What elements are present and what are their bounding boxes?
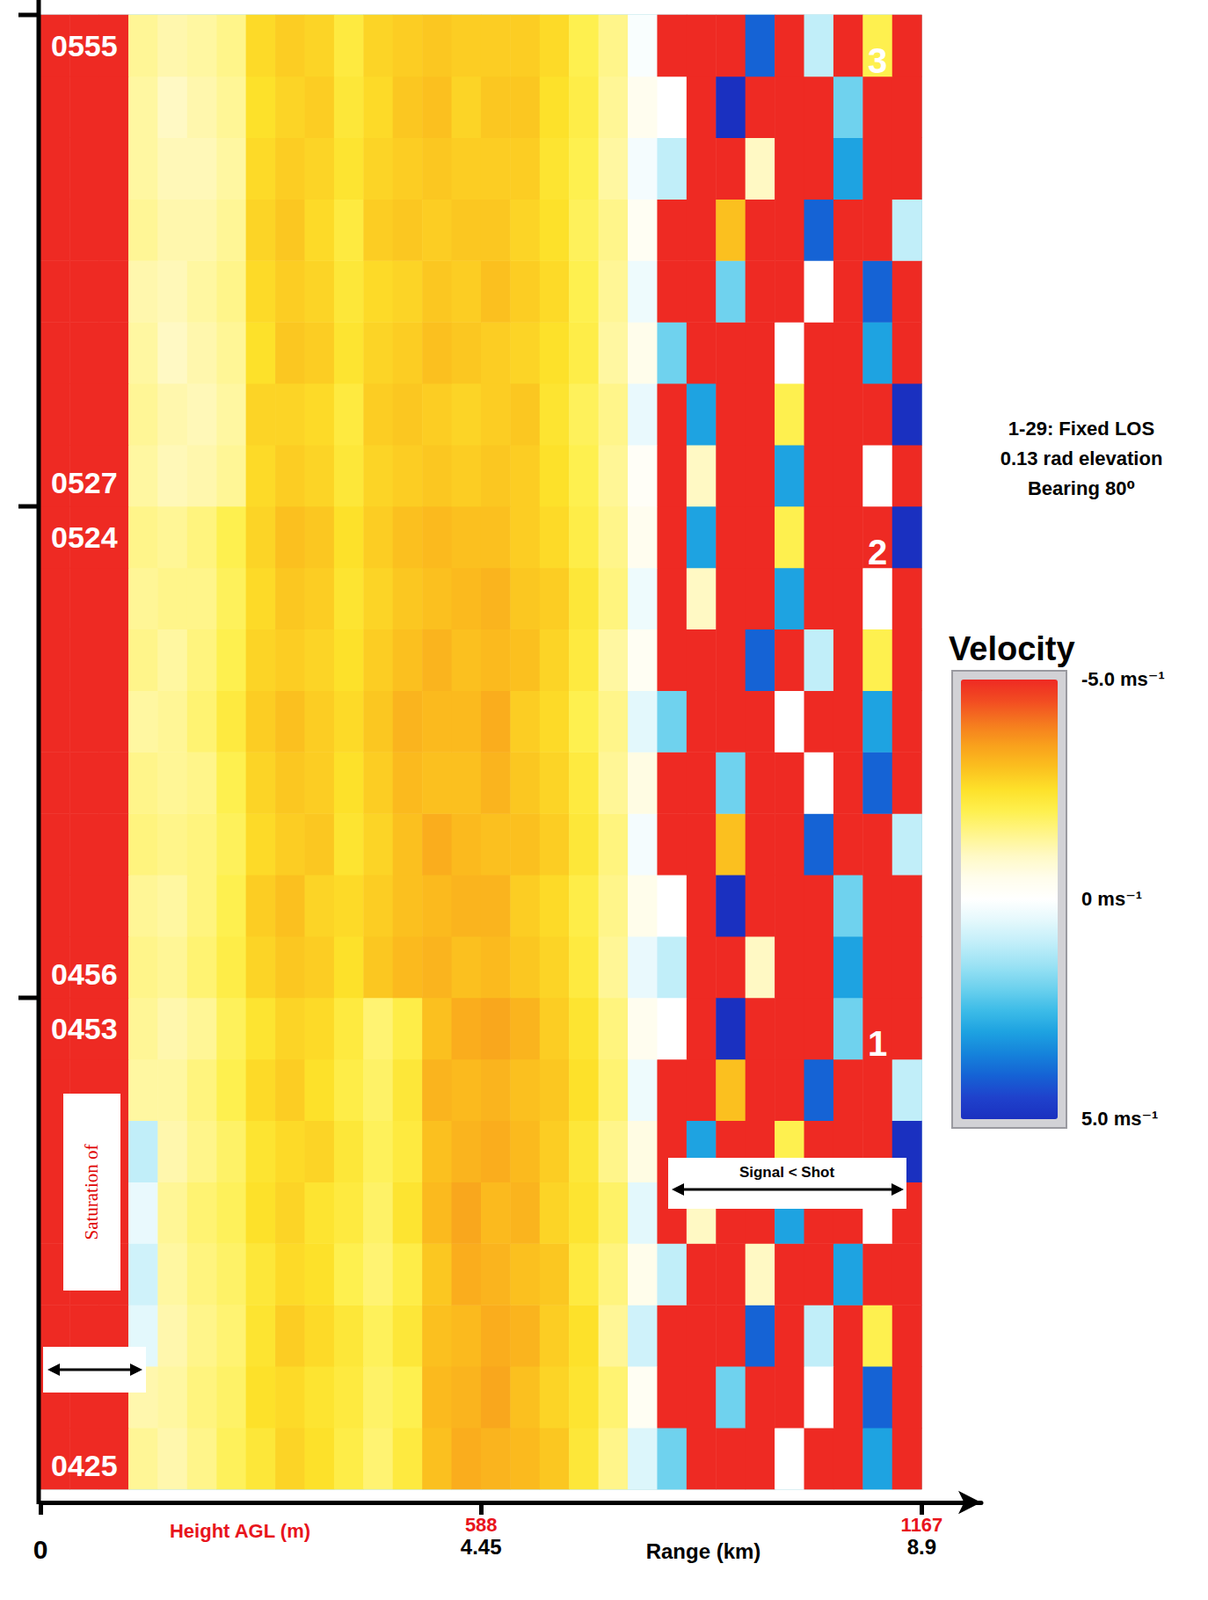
svg-text:0555: 0555 xyxy=(50,29,118,63)
svg-text:0524: 0524 xyxy=(50,520,118,554)
svg-text:8.9: 8.9 xyxy=(907,1535,937,1559)
svg-text:0425: 0425 xyxy=(50,1448,118,1483)
svg-text:0: 0 xyxy=(33,1535,49,1565)
svg-text:2: 2 xyxy=(867,532,888,572)
svg-text:Range (km): Range (km) xyxy=(646,1539,762,1564)
svg-text:1167: 1167 xyxy=(901,1513,944,1536)
svg-text:1: 1 xyxy=(867,1024,888,1063)
svg-text:Signal < Shot: Signal < Shot xyxy=(739,1164,835,1181)
svg-text:3: 3 xyxy=(867,41,888,81)
svg-text:588: 588 xyxy=(465,1513,498,1536)
svg-text:1-29: Fixed LOS: 1-29: Fixed LOS xyxy=(1008,417,1155,440)
svg-text:5.0 ms⁻¹: 5.0 ms⁻¹ xyxy=(1081,1107,1158,1130)
svg-text:Height AGL (m): Height AGL (m) xyxy=(169,1520,311,1543)
svg-text:-5.0 ms⁻¹: -5.0 ms⁻¹ xyxy=(1081,668,1165,691)
svg-text:Velocity: Velocity xyxy=(948,630,1076,668)
svg-text:0456: 0456 xyxy=(50,957,118,991)
svg-text:0 ms⁻¹: 0 ms⁻¹ xyxy=(1081,887,1143,910)
svg-text:0527: 0527 xyxy=(50,465,118,500)
svg-text:0.13 rad elevation: 0.13 rad elevation xyxy=(1000,447,1164,470)
svg-text:0453: 0453 xyxy=(50,1011,118,1046)
svg-text:4.45: 4.45 xyxy=(460,1535,503,1559)
svg-text:Saturation of: Saturation of xyxy=(80,1143,102,1240)
svg-text:Bearing 80⁰: Bearing 80⁰ xyxy=(1027,477,1136,500)
